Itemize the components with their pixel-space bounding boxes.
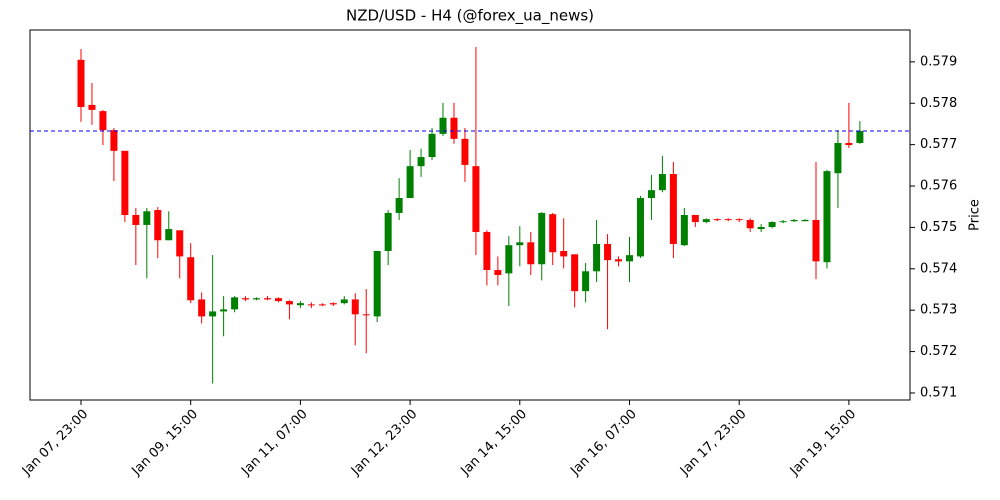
candle-body	[406, 166, 414, 199]
candle-body	[176, 230, 184, 257]
plot-frame	[29, 29, 911, 401]
candle-body	[165, 229, 173, 241]
y-tick-label: 0.579	[920, 54, 957, 69]
candle-body	[285, 301, 293, 305]
candle-body	[582, 271, 590, 292]
candle-body	[856, 130, 864, 143]
candle-body	[549, 214, 557, 253]
candle-body	[494, 270, 502, 276]
candle-body	[626, 255, 633, 262]
candle-body	[779, 221, 787, 223]
candle-body	[790, 219, 798, 222]
candle-body	[143, 211, 151, 225]
candle-body	[713, 219, 721, 221]
candle-body	[99, 111, 107, 131]
chart-title: NZD/USD - H4 (@forex_ua_news)	[346, 7, 594, 26]
candle-body	[198, 299, 206, 317]
candle-body	[307, 304, 315, 306]
candle-body	[439, 117, 447, 134]
candle-body	[154, 210, 162, 241]
candle-body	[746, 219, 754, 229]
candle-body	[571, 254, 579, 292]
candle-body	[538, 212, 546, 265]
candle-body	[231, 297, 239, 310]
candle-body	[395, 198, 403, 213]
candle-body	[702, 219, 710, 223]
candle-body	[384, 212, 392, 252]
y-tick-label: 0.571	[920, 385, 957, 400]
x-tick-label: Jan 14, 15:00	[458, 407, 530, 479]
candle-body	[812, 219, 820, 262]
candle-body	[461, 138, 469, 165]
candle-body	[834, 142, 842, 174]
y-axis-label: Price	[968, 199, 983, 231]
x-tick-label: Jan 17, 23:00	[677, 407, 749, 479]
candle-body	[472, 166, 480, 232]
candle-body	[351, 299, 359, 315]
candle-body	[220, 309, 228, 312]
x-tick-label: Jan 11, 07:00	[238, 407, 310, 479]
candle-body	[757, 227, 765, 230]
x-tick-label: Jan 19, 15:00	[787, 407, 859, 479]
candle-body	[801, 219, 809, 222]
candle-body	[768, 222, 776, 228]
candle-body	[505, 245, 513, 274]
candle-body	[483, 231, 491, 271]
candle-body	[318, 304, 326, 306]
y-tick-label: 0.575	[920, 220, 957, 235]
candle-body	[77, 59, 85, 107]
x-tick-label: Jan 07, 23:00	[19, 407, 91, 479]
candle-body	[110, 130, 118, 151]
candle-body	[242, 298, 250, 300]
candle-body	[417, 157, 425, 167]
candle-body	[88, 104, 96, 110]
candle-body	[263, 298, 271, 300]
candle-body	[253, 298, 261, 300]
candle-body	[340, 299, 348, 304]
candle-body	[560, 251, 568, 257]
candle-body	[274, 298, 282, 302]
candle-body	[647, 190, 655, 199]
candle-body	[724, 219, 732, 221]
y-tick-label: 0.572	[920, 344, 957, 359]
candle-body	[362, 314, 370, 316]
candle-body	[845, 142, 853, 146]
candle-body	[615, 259, 623, 262]
y-tick-label: 0.574	[920, 261, 957, 276]
candle-body	[121, 150, 129, 215]
candle-body	[450, 117, 458, 139]
candle-body	[329, 303, 337, 305]
candle-body	[187, 257, 195, 301]
candle-body	[209, 311, 217, 317]
y-tick-label: 0.573	[920, 303, 957, 318]
y-tick-label: 0.576	[920, 179, 957, 194]
candle-body	[428, 133, 436, 158]
candle-body	[296, 303, 304, 306]
x-tick-label: Jan 16, 07:00	[567, 407, 639, 479]
candle-body	[373, 251, 381, 317]
candle-body	[823, 171, 831, 263]
y-tick-label: 0.578	[920, 96, 957, 111]
y-tick-label: 0.577	[920, 137, 957, 152]
candle-body	[691, 215, 699, 223]
candle-body	[604, 243, 612, 261]
x-tick-label: Jan 09, 15:00	[129, 407, 201, 479]
candle-body	[735, 219, 743, 221]
candle-body	[658, 174, 666, 191]
candle-body	[527, 242, 535, 265]
candle-body	[669, 174, 677, 244]
candle-body	[516, 242, 524, 246]
candle-body	[636, 198, 644, 257]
candle-body	[680, 215, 688, 246]
candle-body	[132, 215, 140, 225]
x-tick-label: Jan 12, 23:00	[348, 407, 420, 479]
candle-body	[593, 243, 601, 272]
